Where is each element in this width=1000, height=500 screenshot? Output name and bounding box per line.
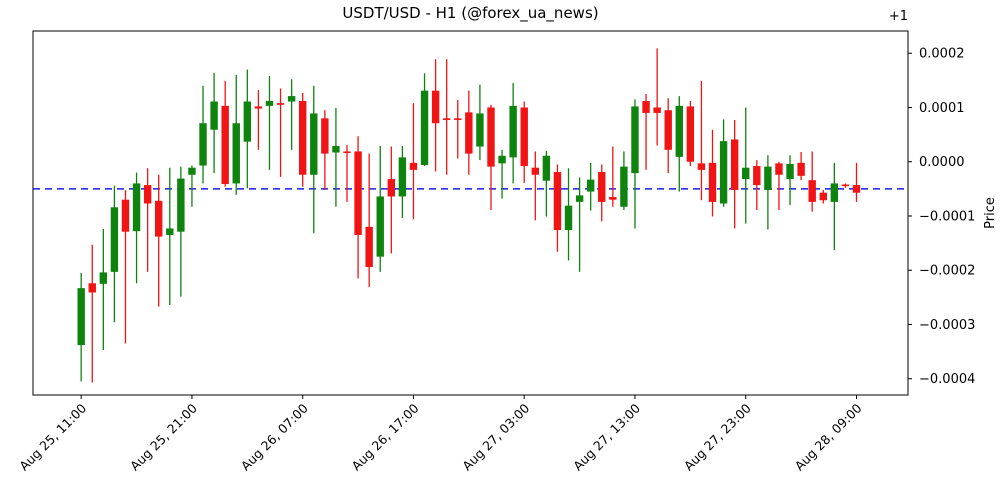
candle-body (686, 106, 695, 162)
candle-body (465, 112, 473, 154)
candle-body (298, 100, 307, 175)
y-tick-label: −0.0001 (919, 209, 975, 224)
candle-body (631, 106, 639, 174)
y-tick-label: 0.0001 (919, 101, 965, 116)
candle-body (609, 196, 617, 200)
candle-body (409, 162, 418, 170)
x-tick-label: Aug 27, 23:00 (681, 400, 754, 473)
candle-body (155, 200, 163, 237)
candle-body (376, 196, 384, 257)
candle-body (221, 105, 229, 184)
candle-body (199, 123, 207, 166)
candle-body (254, 106, 263, 109)
y-tick-label: 0.0000 (919, 155, 965, 170)
candle-body (719, 141, 728, 204)
candle-body (830, 183, 839, 202)
candle-body (132, 183, 141, 232)
x-tick-label: Aug 28, 09:00 (792, 400, 865, 473)
candle-body (398, 157, 407, 197)
candle-body (642, 100, 650, 113)
candle-body (265, 100, 274, 106)
y-tick-label: 0.0002 (919, 47, 965, 62)
x-tick-label: Aug 27, 03:00 (459, 400, 532, 473)
candle-body (730, 139, 739, 190)
candle-body (675, 105, 683, 157)
candle-body (808, 180, 816, 202)
candle-body (487, 107, 495, 167)
candle-body (365, 226, 373, 267)
candle-body (564, 205, 573, 231)
candle-body (143, 185, 152, 204)
candle-body (332, 146, 340, 153)
candle-body (431, 90, 440, 124)
candle-body (110, 207, 119, 272)
candle-body (387, 179, 396, 197)
candle-body (276, 103, 285, 105)
candle-body (166, 228, 174, 235)
x-tick-label: Aug 27, 13:00 (570, 400, 643, 473)
candle-body (77, 288, 85, 346)
candle-body (708, 162, 717, 202)
candle-body (664, 110, 672, 150)
candle-body (764, 166, 772, 190)
candle-body (520, 107, 528, 167)
chart-title: USDT/USD - H1 (@forex_ua_news) (342, 4, 599, 22)
x-tick-label: Aug 25, 21:00 (127, 400, 200, 473)
candle-body (742, 167, 750, 180)
candle-body (442, 118, 451, 120)
x-tick-label: Aug 25, 11:00 (16, 400, 89, 473)
candle-body (586, 179, 595, 192)
candle-body (476, 113, 484, 147)
axes-border (32, 30, 909, 396)
axis-offset-label: +1 (888, 9, 908, 24)
candle-body (354, 151, 362, 235)
candle-body (653, 107, 661, 113)
candle-body (775, 163, 783, 175)
candle-body (177, 178, 185, 232)
candle-body (531, 167, 539, 175)
candle-body (620, 166, 628, 207)
candle-body (343, 151, 351, 154)
candle-body (598, 172, 606, 202)
candle-body (287, 96, 296, 102)
candle-body (310, 113, 318, 175)
candle-body (498, 155, 506, 164)
candle-body (420, 90, 429, 165)
candle-body (88, 283, 96, 293)
candle-body (852, 185, 861, 193)
candle-body (841, 184, 850, 187)
x-tick-label: Aug 26, 17:00 (349, 400, 422, 473)
candle-body (99, 272, 108, 284)
x-tick-label: Aug 26, 07:00 (238, 400, 311, 473)
candle-body (542, 155, 551, 181)
candle-body (188, 167, 196, 175)
candle-body (575, 195, 584, 202)
y-tick-label: −0.0004 (919, 372, 975, 387)
candle-body (121, 199, 130, 232)
candle-body (243, 101, 252, 142)
y-tick-label: −0.0003 (919, 318, 975, 333)
candle-body (232, 123, 240, 184)
candle-body (797, 162, 805, 176)
candle-body (509, 105, 517, 158)
candle-body (819, 192, 827, 201)
y-axis-title: Price (983, 197, 998, 229)
candle-body (786, 163, 794, 180)
candle-body (753, 166, 761, 186)
candle-body (697, 163, 706, 170)
y-tick-label: −0.0002 (919, 264, 975, 279)
candle-body (321, 118, 329, 154)
candle-body (454, 118, 462, 120)
candle-body (210, 101, 218, 130)
candle-body (553, 172, 562, 231)
